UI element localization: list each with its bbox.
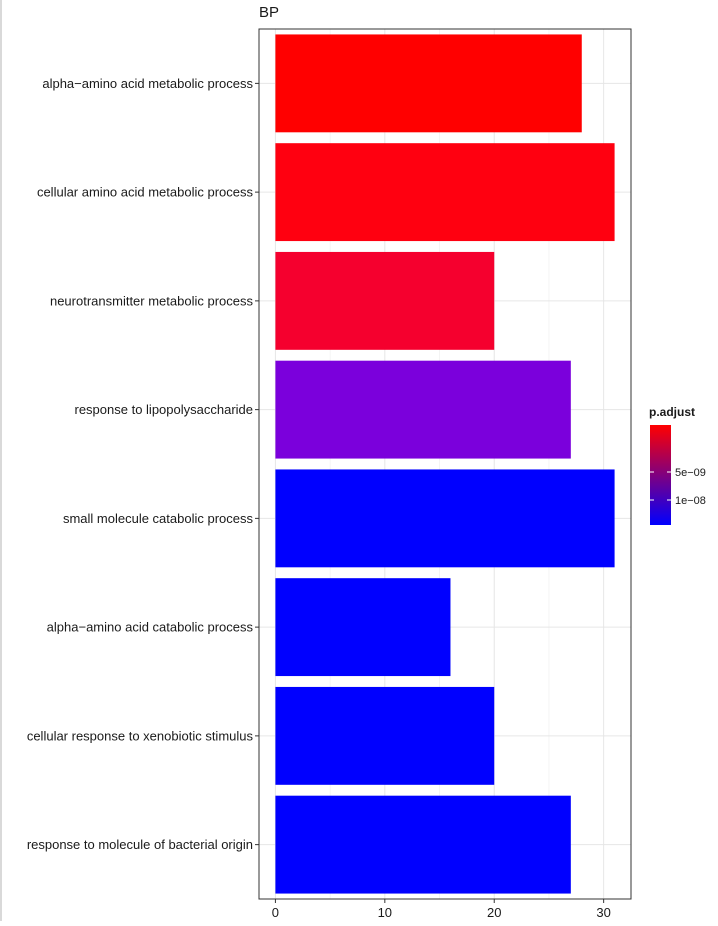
x-tick-label: 10: [378, 905, 392, 920]
y-axis-labels: alpha−amino acid metabolic process cellul…: [27, 76, 259, 852]
chart-title: BP: [259, 4, 279, 21]
y-tick-label: alpha−amino acid catabolic process: [47, 620, 254, 635]
y-tick-label: response to molecule of bacterial origin: [27, 837, 253, 852]
bars: [275, 34, 615, 894]
y-tick-label: cellular amino acid metabolic process: [37, 185, 254, 200]
x-axis: 0 10 20 30: [272, 899, 611, 920]
y-tick-label: alpha−amino acid metabolic process: [42, 76, 253, 91]
legend-title: p.adjust: [649, 405, 695, 419]
y-tick-label: response to lipopolysaccharide: [75, 402, 254, 417]
legend-tick-label: 5e−09: [675, 467, 706, 479]
bar: [275, 686, 495, 785]
y-tick-label: cellular response to xenobiotic stimulus: [27, 728, 254, 743]
bar: [275, 143, 615, 242]
bar: [275, 578, 451, 677]
window-edge: [0, 0, 2, 921]
x-tick-label: 30: [596, 905, 610, 920]
bar: [275, 251, 495, 350]
x-tick-label: 20: [487, 905, 501, 920]
y-tick-label: neurotransmitter metabolic process: [50, 293, 254, 308]
legend-tick-label: 1e−08: [675, 495, 706, 507]
y-tick-label: small molecule catabolic process: [63, 511, 254, 526]
legend: p.adjust 5e−09 1e−08: [649, 405, 706, 525]
bar: [275, 469, 615, 568]
x-tick-label: 0: [272, 905, 279, 920]
legend-ticks: 5e−09 1e−08: [650, 467, 706, 507]
panel-border: [258, 28, 632, 900]
bar: [275, 360, 571, 459]
legend-colorbar: [650, 425, 671, 525]
bar: [275, 34, 582, 133]
bar: [275, 795, 571, 894]
